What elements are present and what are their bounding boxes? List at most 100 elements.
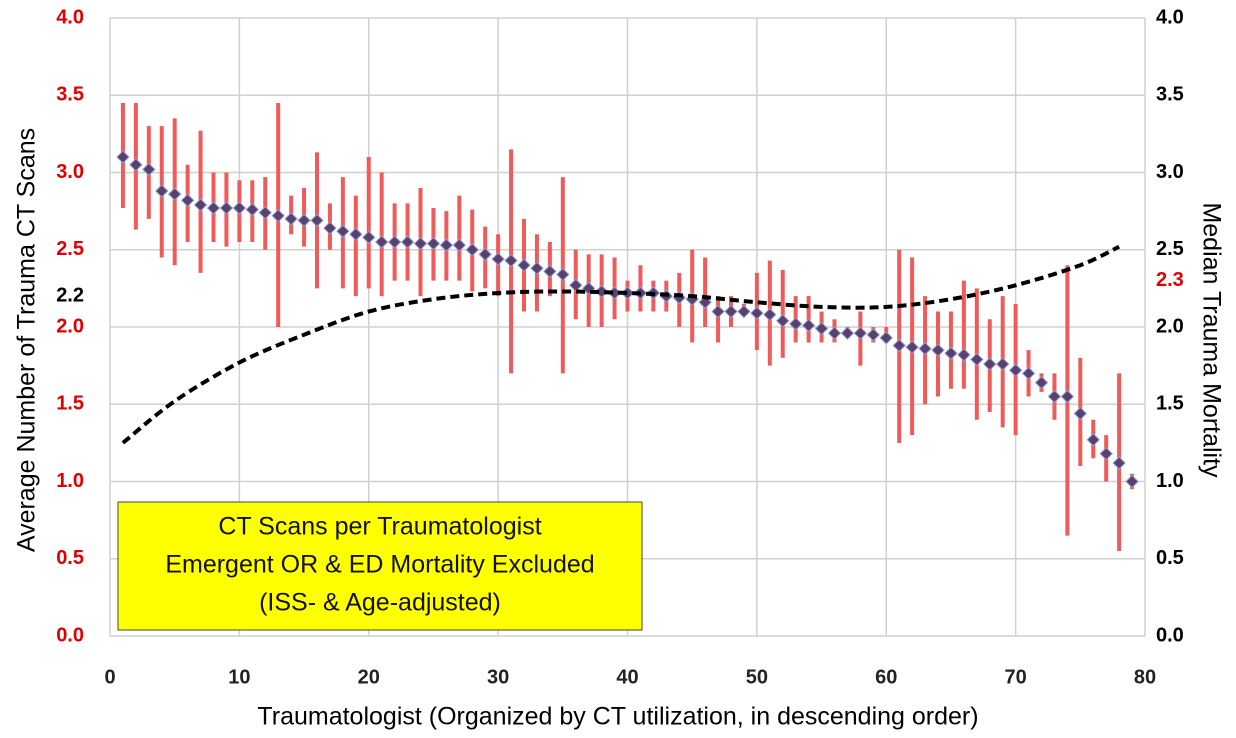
x-tick-label: 70: [1005, 666, 1027, 688]
point: [219, 201, 234, 215]
annotation-text: (ISS- & Age-adjusted): [259, 589, 501, 617]
y-axis-label: Average Number of Trauma CT Scans: [13, 128, 41, 552]
point: [594, 284, 609, 299]
point: [374, 235, 389, 249]
point: [245, 202, 260, 217]
point: [323, 221, 337, 235]
point: [155, 184, 169, 198]
y-tick-label: 0.0: [56, 624, 84, 646]
point: [530, 261, 544, 275]
point: [400, 235, 415, 249]
point: [116, 150, 130, 164]
y2-tick-label: 0.0: [1156, 624, 1184, 646]
y-tick-label: 1.5: [56, 393, 84, 415]
y2-tick-label: 3.0: [1156, 161, 1184, 183]
point: [840, 326, 855, 340]
point: [1034, 375, 1049, 390]
point: [426, 236, 441, 251]
trend-line: [121, 244, 1121, 445]
point: [879, 331, 893, 345]
point: [284, 212, 298, 226]
point: [892, 338, 906, 353]
y-tick-label: 1.0: [56, 470, 84, 492]
point: [258, 205, 272, 220]
point: [439, 238, 454, 252]
y2-tick-label: 3.5: [1156, 84, 1184, 106]
point: [1060, 389, 1075, 404]
y2-tick-label: 4.0: [1156, 6, 1184, 28]
point: [232, 201, 247, 215]
y2-tick-label: 1.5: [1156, 393, 1184, 415]
point: [556, 267, 570, 282]
point: [1112, 456, 1126, 470]
point: [142, 162, 156, 177]
point: [957, 348, 971, 362]
point: [129, 158, 143, 172]
point: [1125, 474, 1139, 489]
point: [478, 247, 492, 262]
point: [297, 213, 311, 228]
point: [737, 304, 751, 319]
point: [193, 198, 208, 212]
point: [310, 213, 324, 228]
y2-tick-label: 2.0: [1156, 315, 1184, 337]
annotation-text: CT Scans per Traumatologist: [218, 513, 541, 541]
point: [801, 318, 816, 333]
y2-tick-label: 2.3: [1156, 269, 1184, 291]
point: [866, 328, 881, 342]
point: [336, 224, 350, 238]
point: [905, 340, 919, 354]
point: [788, 317, 803, 331]
point: [543, 264, 557, 279]
x-tick-label: 20: [358, 666, 380, 688]
y2-tick-label: 0.5: [1156, 547, 1184, 569]
point: [1008, 363, 1023, 377]
point: [362, 230, 376, 245]
y-tick-label: 4.0: [56, 6, 84, 28]
point: [995, 357, 1010, 371]
point: [1021, 366, 1036, 381]
point: [452, 238, 467, 252]
point: [1086, 433, 1100, 447]
y-tick-label: 2.2: [56, 284, 84, 306]
point: [465, 243, 479, 257]
point: [711, 304, 725, 319]
annotation-box: [117, 501, 643, 631]
point: [983, 357, 997, 371]
point: [827, 326, 842, 340]
point: [814, 321, 829, 336]
point: [491, 252, 505, 266]
y2-tick-label: 2.5: [1156, 238, 1184, 260]
y-tick-label: 2.0: [56, 315, 84, 337]
point: [569, 278, 583, 292]
point: [931, 343, 945, 357]
point: [1073, 406, 1088, 421]
point: [349, 227, 363, 242]
point: [413, 236, 428, 251]
point: [918, 341, 932, 356]
point: [944, 346, 958, 360]
point: [763, 307, 777, 322]
point: [724, 304, 738, 319]
point: [853, 326, 868, 340]
x-tick-label: 80: [1134, 666, 1156, 688]
y-tick-label: 2.5: [56, 238, 84, 260]
point: [206, 201, 221, 215]
annotation-text: Emergent OR & ED Mortality Excluded: [165, 551, 594, 579]
point: [180, 193, 195, 208]
y2-tick-label: 1.0: [1156, 470, 1184, 492]
x-tick-label: 0: [104, 666, 115, 688]
x-tick-label: 10: [228, 666, 250, 688]
x-tick-label: 50: [746, 666, 768, 688]
y-tick-label: 3.0: [56, 161, 84, 183]
x-tick-label: 40: [616, 666, 638, 688]
point: [1047, 389, 1062, 404]
x-tick-label: 30: [487, 666, 509, 688]
x-axis-label: Traumatologist (Organized by CT utilizat…: [257, 703, 978, 731]
point: [1099, 446, 1113, 461]
point: [504, 253, 518, 268]
y2-axis-label: Median Trauma Mortality: [1197, 202, 1225, 478]
point: [167, 187, 182, 201]
point: [271, 209, 285, 223]
